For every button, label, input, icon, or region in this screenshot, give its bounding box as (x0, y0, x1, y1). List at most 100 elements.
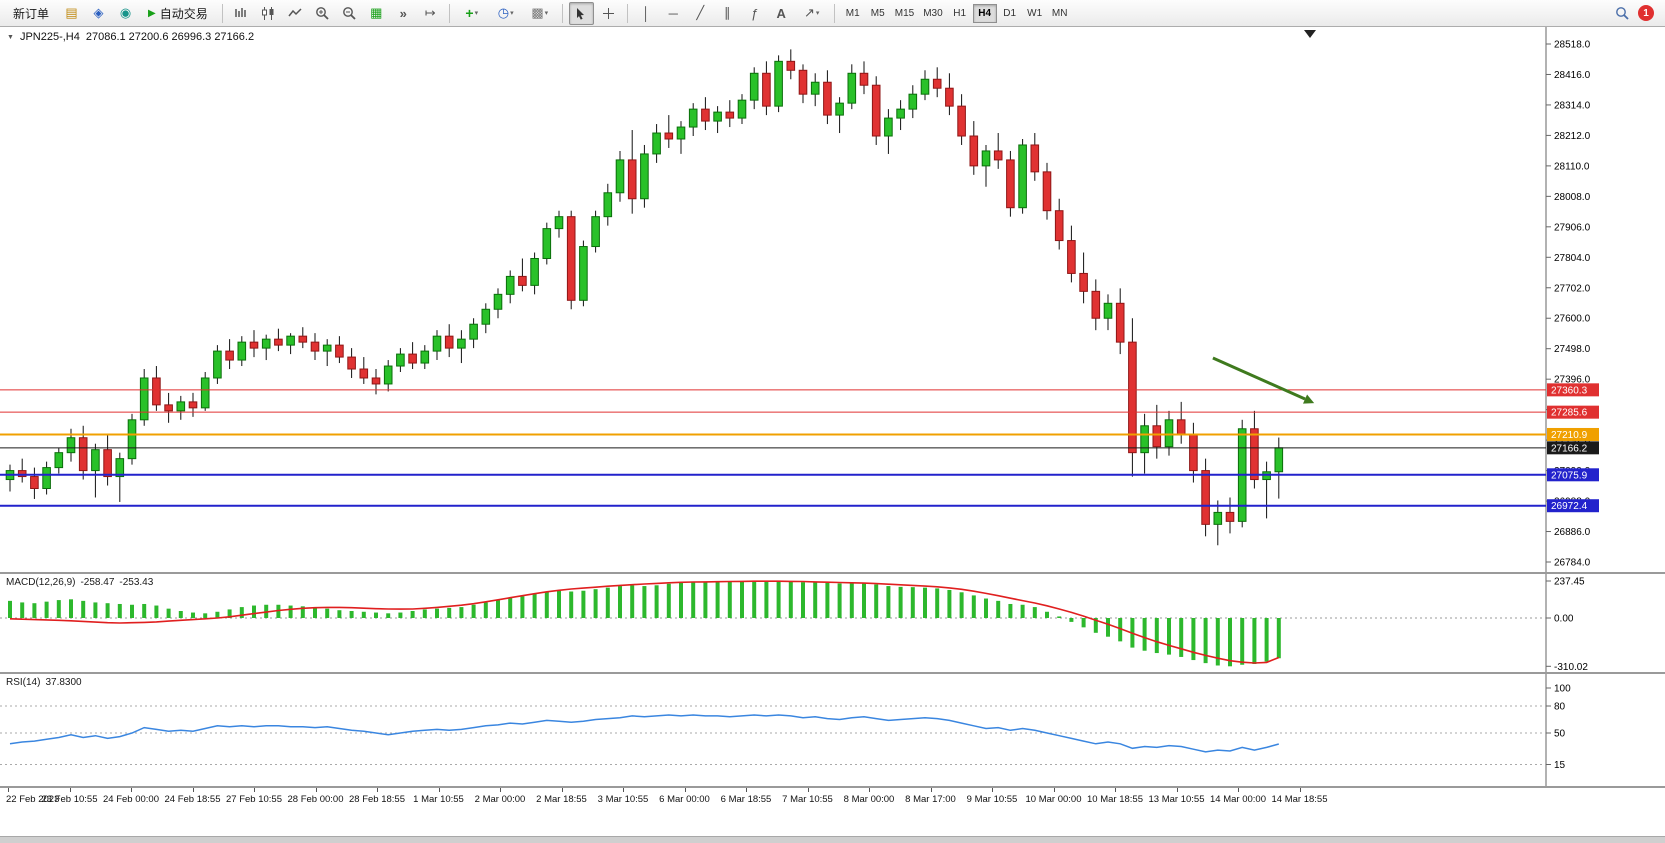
ohlc-values: 27086.1 27200.6 26996.3 27166.2 (85, 31, 255, 43)
arrows-tool[interactable]: ↗ ▾ (804, 5, 820, 20)
price-chart-canvas[interactable]: 28518.0 28416.0 28314.0 28212.0 28110.0 28008… (0, 27, 1665, 572)
timeframe-button-h1[interactable]: H1 (948, 4, 972, 23)
toolbar-separator (833, 3, 835, 23)
timeframe-button-mn[interactable]: MN (1048, 4, 1072, 23)
chevron-down-icon: ▾ (815, 10, 820, 17)
time-axis-tick (684, 788, 686, 792)
svg-text:28008.0: 28008.0 (1554, 192, 1591, 203)
trendline-tool[interactable]: ╱ (696, 5, 705, 20)
chevron-down-icon: ▾ (544, 10, 549, 17)
indicators-button[interactable]: + ▾ (465, 5, 479, 21)
crosshair-tool[interactable] (596, 2, 621, 25)
timeframe-button-m15[interactable]: M15 (891, 4, 918, 23)
svg-text:28314.0: 28314.0 (1554, 100, 1591, 111)
time-axis-tick (561, 788, 563, 792)
chart-shift-icon[interactable]: ↦ (424, 5, 436, 20)
svg-text:80: 80 (1554, 702, 1566, 713)
time-axis-label: 22 Feb 2023 (6, 794, 60, 805)
time-axis-label: 6 Mar 00:00 (659, 794, 710, 805)
time-axis-label: 7 Mar 10:55 (782, 794, 833, 805)
bar-chart-icon[interactable] (229, 2, 254, 25)
symbol-period-label: JPN225-,H4 (19, 31, 80, 43)
macd-signal-value: -253.43 (119, 577, 154, 588)
time-axis-tick (992, 788, 993, 792)
timeframe-button-m5[interactable]: M5 (866, 4, 890, 23)
horizontal-line-tool[interactable]: ─ (668, 5, 678, 21)
chart-shift-marker[interactable] (1304, 30, 1316, 38)
time-axis-label: 28 Feb 00:00 (287, 794, 344, 805)
svg-text:50: 50 (1554, 729, 1566, 740)
trend-arrow-annotation[interactable] (1212, 356, 1315, 404)
panel-separator[interactable] (0, 786, 1665, 788)
cursor-tool[interactable] (568, 1, 594, 25)
time-axis-label: 10 Mar 18:55 (1087, 794, 1143, 805)
time-axis-tick (8, 788, 9, 792)
time-axis-label: 23 Feb 10:55 (41, 794, 98, 805)
one-click-trading-toggle[interactable]: ▼ (7, 33, 14, 41)
time-axis-label: 8 Mar 17:00 (905, 794, 956, 805)
timeframe-button-m1[interactable]: M1 (841, 4, 865, 23)
candlestick-chart-icon[interactable] (256, 2, 281, 25)
search-icon[interactable] (1609, 2, 1634, 25)
periods-button[interactable]: ◷ ▾ (490, 2, 522, 25)
rsi-label: RSI(14) 37.8300 (6, 677, 82, 688)
equidistant-channel-tool[interactable]: ∥ (723, 5, 731, 20)
chevron-down-icon: ▾ (474, 10, 479, 17)
zoom-in-icon[interactable] (310, 2, 335, 25)
toolbar-separator (561, 3, 563, 23)
time-axis[interactable]: 22 Feb 2023 23 Feb 10:55 24 Feb 00:00 24 Fe… (0, 788, 1546, 810)
svg-text:27498.0: 27498.0 (1554, 344, 1591, 355)
svg-text:237.45: 237.45 (1554, 577, 1585, 588)
time-axis-tick (438, 788, 440, 792)
chevron-down-icon: ▾ (510, 10, 514, 17)
time-axis-tick (69, 788, 71, 792)
svg-text:28212.0: 28212.0 (1554, 131, 1591, 142)
candlesticks (5, 49, 1284, 546)
timeframe-button-d1[interactable]: D1 (998, 4, 1022, 23)
template-icon: ▩ (531, 5, 544, 20)
time-axis-tick (315, 788, 317, 792)
time-axis-label: 9 Mar 10:55 (966, 794, 1018, 805)
text-tool[interactable]: A (776, 5, 786, 21)
auto-trading-button[interactable]: ▶ 自动交易 (140, 3, 216, 24)
svg-text:27075.9: 27075.9 (1551, 470, 1588, 481)
svg-text:27210.9: 27210.9 (1551, 430, 1588, 441)
notification-badge[interactable]: 1 (1638, 5, 1654, 21)
chart-title: ▼ JPN225-,H4 27086.1 27200.6 26996.3 271… (7, 31, 254, 43)
new-order-button[interactable]: 新订单 (5, 3, 57, 24)
time-axis-label: 24 Feb 18:55 (164, 794, 221, 805)
rsi-panel-canvas[interactable]: 100 80 50 15 (0, 674, 1665, 786)
time-axis-label: 14 Mar 18:55 (1271, 794, 1328, 805)
auto-scroll-icon[interactable]: » (399, 5, 407, 21)
line-chart-icon[interactable] (283, 2, 308, 25)
time-axis-label: 14 Mar 00:00 (1210, 794, 1266, 805)
timeframe-button-m30[interactable]: M30 (919, 4, 946, 23)
time-axis-tick (1238, 788, 1239, 792)
navigator-icon[interactable]: ◈ (93, 5, 104, 20)
svg-text:15: 15 (1554, 760, 1566, 771)
zoom-out-icon[interactable] (337, 2, 362, 25)
svg-text:28110.0: 28110.0 (1554, 161, 1590, 172)
tile-windows-icon[interactable]: ▦ (370, 5, 383, 20)
time-axis-tick (623, 788, 624, 792)
toolbar-separator (221, 3, 223, 23)
timeframe-button-w1[interactable]: W1 (1023, 4, 1047, 23)
price-level-lines[interactable]: 27360.3 27285.6 27210.9 27166.2 27075.9 26972… (0, 383, 1599, 513)
timeframe-button-h4[interactable]: H4 (972, 3, 997, 23)
time-axis-tick (807, 788, 809, 792)
macd-panel-canvas[interactable]: 237.45 0.00 -310.02 (0, 574, 1665, 672)
panel-separator[interactable] (0, 572, 1665, 574)
macd-label: MACD(12,26,9) -258.47 -253.43 (6, 577, 153, 588)
terminal-icon[interactable]: ◉ (119, 5, 132, 20)
panel-separator[interactable] (0, 672, 1665, 674)
price-axis[interactable]: 28518.0 28416.0 28314.0 28212.0 28110.0 28008… (1546, 40, 1591, 569)
svg-text:100: 100 (1554, 684, 1571, 695)
svg-text:27906.0: 27906.0 (1554, 222, 1591, 233)
vertical-line-tool[interactable]: │ (642, 5, 651, 21)
fibonacci-tool[interactable]: ƒ (750, 5, 758, 21)
time-axis-tick (1299, 788, 1301, 792)
svg-text:27360.3: 27360.3 (1551, 385, 1588, 396)
time-axis-label: 28 Feb 18:55 (349, 794, 405, 805)
templates-button[interactable]: ▩ ▾ (524, 2, 556, 25)
market-watch-icon[interactable]: ▤ (65, 5, 78, 20)
